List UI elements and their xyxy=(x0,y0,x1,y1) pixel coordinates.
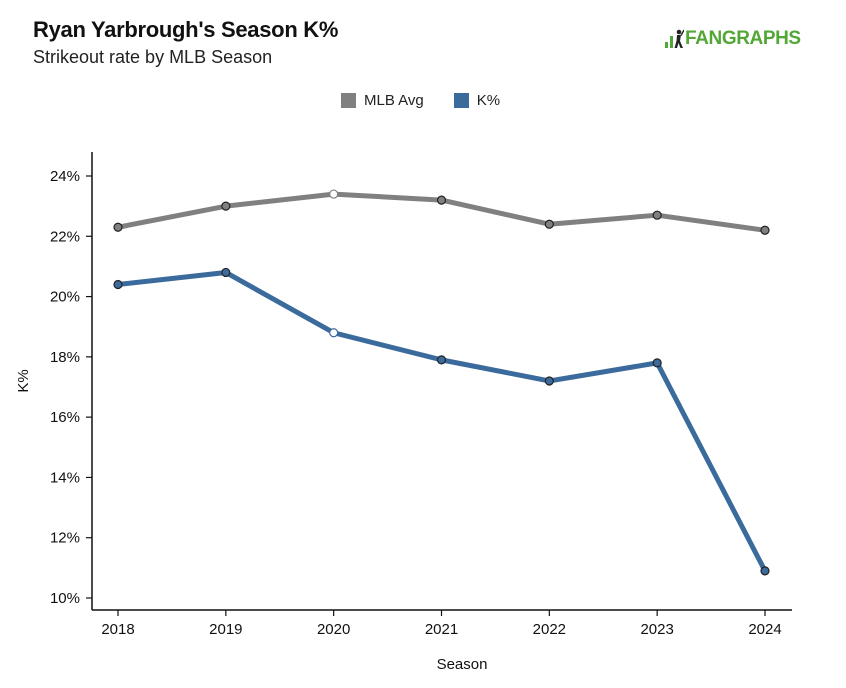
y-tick-label: 12% xyxy=(50,530,80,547)
legend-item-k-pct[interactable]: K% xyxy=(453,92,501,109)
fangraphs-wordmark: FANGRAPHS xyxy=(685,28,801,49)
x-tick-label: 2023 xyxy=(640,621,673,638)
x-tick-label: 2019 xyxy=(209,621,242,638)
x-tick-label: 2021 xyxy=(425,621,458,638)
data-point-mlb-avg xyxy=(113,222,123,232)
data-point-k-pct xyxy=(436,355,447,365)
data-point-k-pct xyxy=(544,376,554,386)
y-tick-label: 24% xyxy=(50,168,80,185)
legend-label-mlb-avg: MLB Avg xyxy=(364,92,424,109)
chart-legend: MLB Avg K% xyxy=(341,92,530,109)
y-tick-label: 22% xyxy=(50,228,80,245)
data-point-mlb-avg xyxy=(329,189,339,199)
x-tick-label: 2022 xyxy=(533,621,566,638)
x-tick-label: 2018 xyxy=(101,621,134,638)
data-point-mlb-avg xyxy=(436,195,447,205)
y-tick-label: 10% xyxy=(50,590,80,607)
data-point-k-pct xyxy=(221,267,231,278)
legend-label-k-pct: K% xyxy=(476,92,501,109)
series-line-k-pct xyxy=(115,269,768,574)
data-point-k-pct xyxy=(652,358,662,368)
y-axis-title: K% xyxy=(15,369,32,392)
data-point-mlb-avg xyxy=(221,201,231,211)
data-point-mlb-avg xyxy=(544,219,554,229)
data-point-k-pct xyxy=(760,566,770,576)
x-tick-label: 2024 xyxy=(748,621,781,638)
legend-swatch-k-pct xyxy=(453,93,469,108)
data-point-mlb-avg xyxy=(652,210,662,220)
legend-item-mlb-avg[interactable]: MLB Avg xyxy=(341,92,424,109)
fangraphs-logo[interactable]: FANGRAPHS xyxy=(664,28,801,50)
legend-swatch-mlb-avg xyxy=(341,93,356,108)
chart-subtitle: Strikeout rate by MLB Season xyxy=(33,47,273,67)
x-tick-label: 2020 xyxy=(317,621,350,638)
x-axis-title: Season xyxy=(437,656,488,673)
y-tick-label: 20% xyxy=(50,289,80,306)
y-tick-label: 18% xyxy=(50,349,80,366)
chart-title: Ryan Yarbrough's Season K% xyxy=(33,17,339,42)
data-point-k-pct xyxy=(113,279,123,290)
data-point-mlb-avg xyxy=(760,225,770,235)
y-tick-label: 14% xyxy=(50,469,80,486)
data-point-k-pct xyxy=(329,328,339,338)
fangraphs-logo-icon xyxy=(665,29,684,48)
y-tick-label: 16% xyxy=(50,409,80,426)
